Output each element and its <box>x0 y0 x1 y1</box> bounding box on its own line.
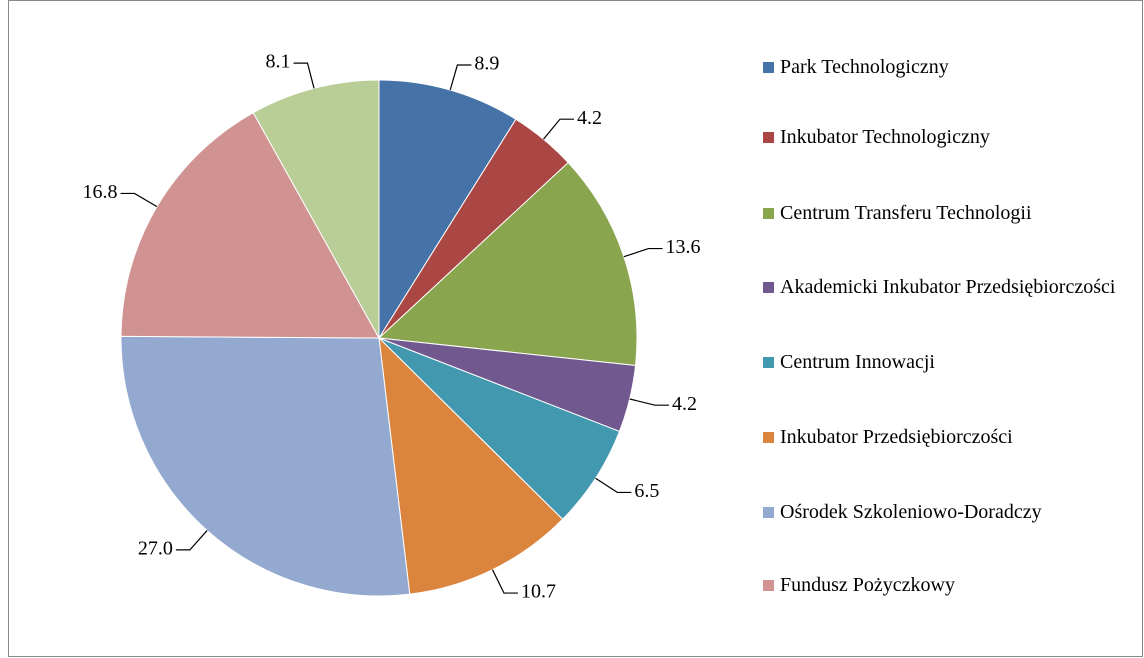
legend-swatch <box>763 507 774 518</box>
data-label: 4.2 <box>672 393 697 415</box>
data-label: 27.0 <box>138 537 173 559</box>
leader-line <box>293 62 315 89</box>
leader-line <box>623 247 663 258</box>
data-label: 8.9 <box>474 53 499 75</box>
legend-label: Centrum Innowacji <box>780 351 935 373</box>
legend-swatch <box>763 580 774 591</box>
leader-line <box>542 118 575 140</box>
chart-border <box>8 0 1143 657</box>
leader-line <box>449 64 472 91</box>
data-label: 10.7 <box>521 581 556 603</box>
legend-label: Park Technologiczny <box>780 56 949 78</box>
data-label: 6.5 <box>634 480 659 502</box>
pie-slice <box>378 336 564 595</box>
leader-line <box>175 530 208 551</box>
leader-line <box>120 192 158 208</box>
legend-label: Inkubator Przedsiębiorczości <box>780 426 1013 448</box>
pie-slice <box>120 335 411 597</box>
data-label: 16.8 <box>83 181 118 203</box>
legend-swatch <box>763 62 774 73</box>
legend-label: Fundusz Pożyczkowy <box>780 574 955 596</box>
legend-swatch <box>763 132 774 143</box>
legend-label: Ośrodek Szkoleniowo-Doradczy <box>780 501 1042 523</box>
leader-line <box>595 477 632 494</box>
data-label: 8.1 <box>266 51 291 73</box>
leader-line <box>629 398 669 406</box>
legend-label: Akademicki Inkubator Przedsiębiorczości <box>780 276 1116 298</box>
data-label: 4.2 <box>577 107 602 129</box>
pie-slice <box>378 79 517 340</box>
legend-swatch <box>763 357 774 368</box>
pie-slice <box>377 161 638 367</box>
legend-swatch <box>763 432 774 443</box>
legend-swatch <box>763 208 774 219</box>
leader-line <box>491 569 518 594</box>
pie-slice <box>120 112 380 339</box>
legend-label: Centrum Transferu Technologii <box>780 202 1032 224</box>
legend-label: Inkubator Technologiczny <box>780 126 990 148</box>
data-label: 13.6 <box>666 236 701 258</box>
legend-swatch <box>763 282 774 293</box>
